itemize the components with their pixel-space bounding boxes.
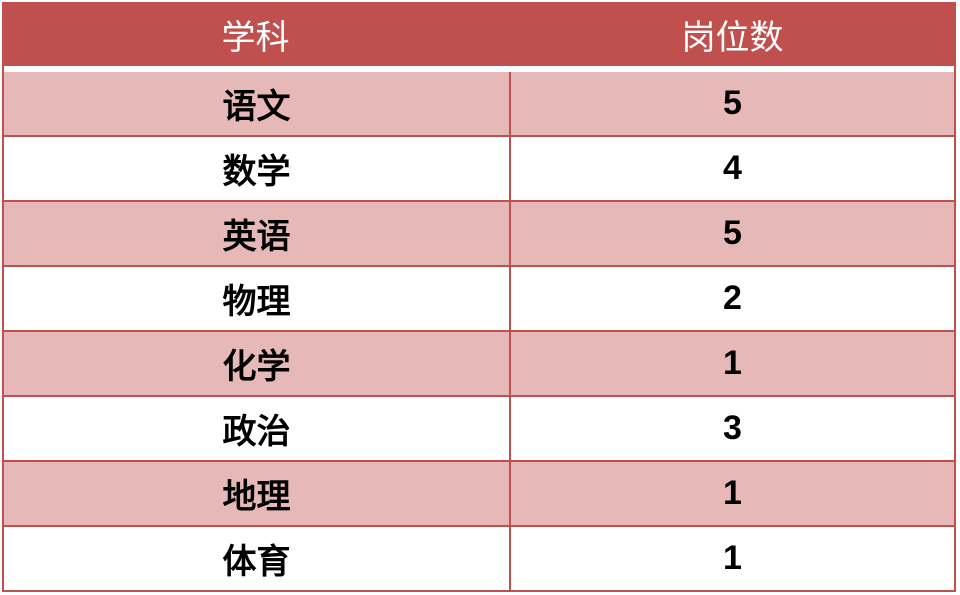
positions-cell: 4 bbox=[723, 149, 742, 187]
table-row: 数学 4 bbox=[2, 137, 956, 202]
subject-cell: 数学 bbox=[4, 137, 511, 200]
positions-cell: 5 bbox=[723, 84, 742, 122]
positions-cell: 3 bbox=[723, 409, 742, 447]
positions-cell: 5 bbox=[723, 214, 742, 252]
positions-cell: 1 bbox=[723, 539, 742, 577]
subject-cell: 语文 bbox=[4, 72, 511, 135]
header-subject: 学科 bbox=[221, 17, 290, 58]
table-row: 地理 1 bbox=[2, 462, 956, 527]
subject-cell: 体育 bbox=[4, 527, 511, 590]
header-gap bbox=[2, 66, 956, 72]
header-positions: 岗位数 bbox=[681, 17, 784, 58]
table-row: 语文 5 bbox=[2, 72, 956, 137]
table-row: 体育 1 bbox=[2, 527, 956, 592]
positions-cell: 1 bbox=[723, 474, 742, 512]
subject-cell: 地理 bbox=[4, 462, 511, 525]
table-row: 政治 3 bbox=[2, 397, 956, 462]
table-row: 化学 1 bbox=[2, 332, 956, 397]
positions-cell: 1 bbox=[723, 344, 742, 382]
subject-cell: 化学 bbox=[4, 332, 511, 395]
subject-cell: 政治 bbox=[4, 397, 511, 460]
table-row: 英语 5 bbox=[2, 202, 956, 267]
table-body: 语文 5 数学 4 英语 5 物理 2 化学 1 政治 3 地理 1 体育 1 bbox=[2, 72, 956, 592]
table-row: 物理 2 bbox=[2, 267, 956, 332]
subject-cell: 英语 bbox=[4, 202, 511, 265]
subject-cell: 物理 bbox=[4, 267, 511, 330]
table-header: 学科 岗位数 bbox=[2, 2, 956, 66]
positions-cell: 2 bbox=[723, 279, 742, 317]
